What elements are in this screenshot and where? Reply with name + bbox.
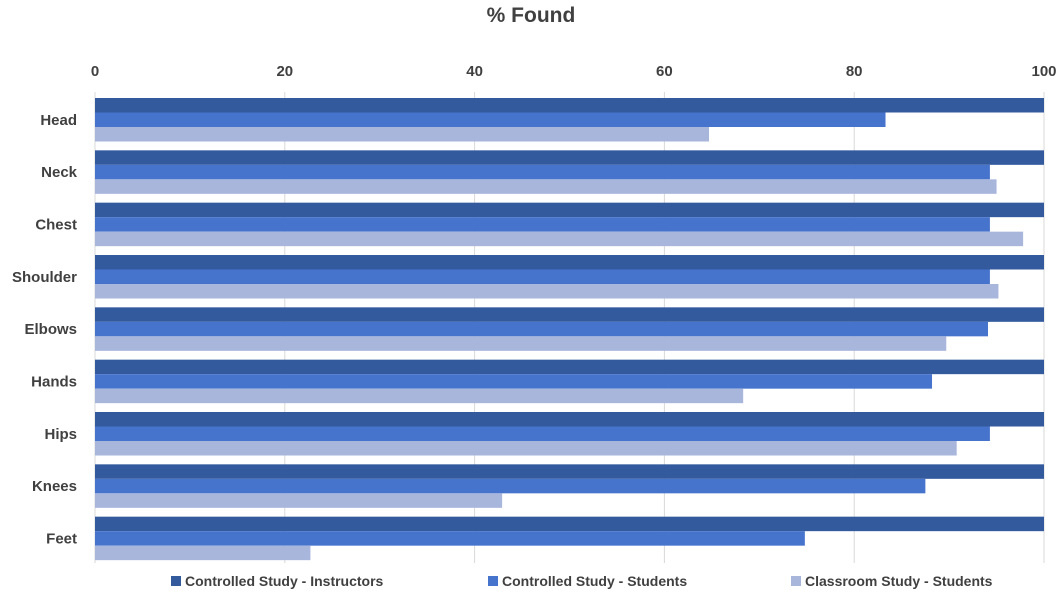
legend-swatch	[171, 576, 181, 586]
x-tick-label: 0	[91, 63, 99, 80]
bar	[95, 164, 990, 180]
legend: Controlled Study - Instructors Controlled…	[0, 573, 1062, 595]
bar	[95, 112, 886, 127]
bar	[95, 531, 805, 546]
bar	[95, 426, 990, 441]
bar	[95, 336, 947, 351]
legend-item: Classroom Study - Students	[791, 573, 992, 589]
chart-title: % Found	[486, 4, 576, 27]
x-axis-ticks: 0 20 40 60 80 100	[91, 63, 1057, 80]
bar	[95, 441, 957, 456]
legend-label: Controlled Study - Students	[502, 573, 688, 589]
bar	[95, 321, 989, 337]
category-label: Hands	[31, 373, 77, 390]
bar	[95, 493, 503, 508]
legend-swatch	[488, 576, 498, 586]
y-axis-categories: Head Neck Chest Shoulder Elbows Hands Hips Knee…	[12, 112, 78, 548]
category-label: Feet	[46, 530, 77, 547]
bar	[95, 179, 997, 194]
bar	[95, 202, 1044, 218]
category-label: Head	[40, 112, 77, 129]
legend-label: Controlled Study - Instructors	[185, 573, 384, 589]
x-tick-label: 60	[656, 63, 673, 80]
bar	[95, 412, 1044, 427]
category-label: Shoulder	[12, 269, 77, 286]
legend-item: Controlled Study - Instructors	[171, 573, 383, 589]
bar-chart: 0 20 40 60 80 100 Head Neck Chest Shoulder Elbows…	[12, 63, 1057, 563]
bar	[95, 374, 933, 389]
bar	[95, 307, 1044, 322]
bar	[95, 231, 1024, 247]
category-label: Knees	[32, 478, 77, 495]
bar	[95, 255, 1044, 270]
bar	[95, 388, 744, 404]
legend-label: Classroom Study - Students	[805, 573, 993, 589]
x-tick-label: 80	[846, 63, 863, 80]
category-label: Neck	[41, 164, 78, 181]
legend-item: Controlled Study - Students	[488, 573, 687, 589]
legend-swatch	[791, 576, 801, 586]
bars	[95, 98, 1044, 561]
x-tick-label: 20	[276, 63, 293, 80]
bar	[95, 269, 990, 284]
bar	[95, 478, 926, 494]
category-label: Elbows	[24, 321, 77, 338]
bar	[95, 217, 990, 232]
bar	[95, 127, 710, 142]
category-label: Hips	[44, 426, 77, 443]
bar	[95, 545, 311, 561]
category-label: Chest	[35, 216, 77, 233]
bar	[95, 516, 1044, 532]
bar	[95, 359, 1044, 375]
bar	[95, 464, 1044, 479]
bar	[95, 98, 1044, 113]
bar	[95, 150, 1044, 165]
x-tick-label: 100	[1031, 63, 1056, 80]
x-tick-label: 40	[466, 63, 483, 80]
bar	[95, 284, 999, 299]
